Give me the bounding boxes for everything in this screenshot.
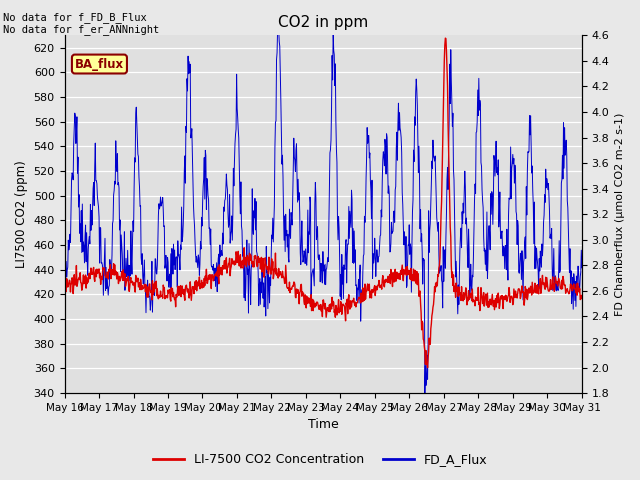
Text: BA_flux: BA_flux: [75, 58, 124, 71]
Y-axis label: LI7500 CO2 (ppm): LI7500 CO2 (ppm): [15, 160, 28, 268]
Legend: LI-7500 CO2 Concentration, FD_A_Flux: LI-7500 CO2 Concentration, FD_A_Flux: [147, 448, 493, 471]
Text: No data for f_FD_B_Flux: No data for f_FD_B_Flux: [3, 12, 147, 23]
Title: CO2 in ppm: CO2 in ppm: [278, 15, 368, 30]
Text: No data for f_er_ANNnight: No data for f_er_ANNnight: [3, 24, 159, 35]
X-axis label: Time: Time: [308, 419, 339, 432]
Y-axis label: FD Chamberflux (μmol CO2 m-2 s-1): FD Chamberflux (μmol CO2 m-2 s-1): [615, 112, 625, 316]
